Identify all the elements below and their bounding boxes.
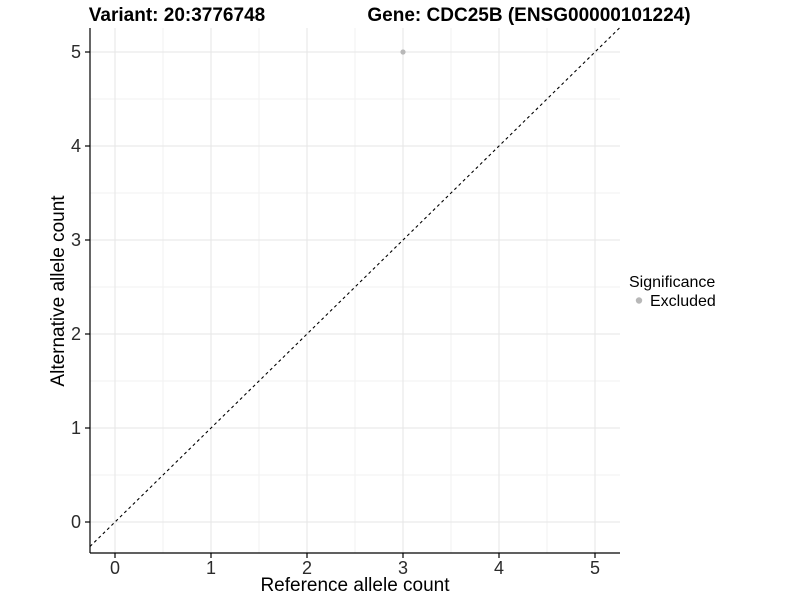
x-tick-label: 2 [302,558,312,578]
legend-item: Excluded [635,293,716,310]
y-tick-label: 3 [71,230,81,250]
y-tick-label: 4 [71,136,81,156]
data-point [400,49,406,55]
points-layer [400,49,406,55]
plot-title-gene: Gene: CDC25B (ENSG00000101224) [367,5,690,26]
y-tick-label: 0 [71,512,81,532]
legend-item-label: Excluded [650,293,716,310]
grid-major [90,28,620,553]
y-axis-title: Alternative allele count [48,195,69,387]
y-tick-label: 1 [71,418,81,438]
y-tick-marks [85,51,90,523]
y-tick-label: 5 [71,42,81,62]
x-tick-marks [114,553,596,558]
y-tick-label: 2 [71,324,81,344]
x-tick-label: 4 [494,558,504,578]
x-tick-labels: 0 1 2 3 4 5 [110,558,600,578]
x-tick-label: 1 [206,558,216,578]
legend: Significance Excluded [629,274,716,310]
legend-point-icon [635,297,643,304]
plot-title-variant: Variant: 20:3776748 [89,5,265,26]
x-axis-title: Reference allele count [260,575,450,596]
legend-title: Significance [629,274,715,291]
x-tick-label: 0 [110,558,120,578]
x-tick-label: 3 [398,558,408,578]
y-tick-labels: 0 1 2 3 4 5 [71,42,81,532]
x-tick-label: 5 [590,558,600,578]
grid-minor [90,28,620,553]
